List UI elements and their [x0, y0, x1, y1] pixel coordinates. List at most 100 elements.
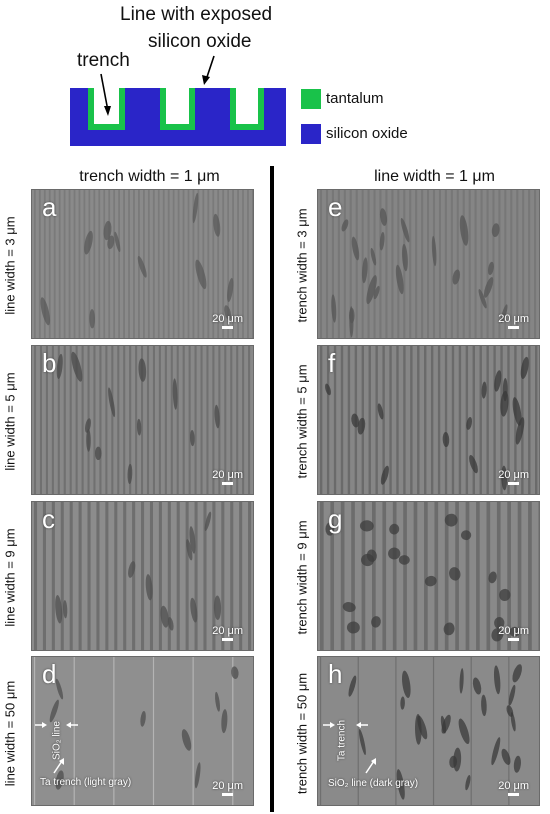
panel-b-stripe	[135, 346, 137, 494]
panel-letter-f: f	[328, 348, 335, 379]
panel-b-stripe	[165, 346, 167, 494]
right-column-header: line width = 1 μm	[323, 168, 546, 186]
panel-g-stripe	[403, 502, 407, 650]
panel-a-stripe	[98, 190, 100, 338]
panel-b-stripe	[177, 346, 179, 494]
panel-b-stripe	[147, 346, 149, 494]
panel-e-stripe	[427, 190, 429, 338]
panel-g-stripe	[466, 502, 470, 650]
panel-g-stripe	[320, 502, 324, 650]
left-column-header: trench width = 1 μm	[38, 168, 261, 186]
legend-label-silicon-oxide: silicon oxide	[326, 125, 408, 142]
panel-e-stripe	[534, 190, 536, 338]
panel-a-stripe	[173, 190, 175, 338]
panel-a-stripe	[163, 190, 165, 338]
panel-a-stripe	[34, 190, 36, 338]
row-label-right-1: trench width = 3 μm	[295, 196, 310, 336]
panel-b-stripe	[159, 346, 161, 494]
panel-c-stripe	[248, 502, 251, 650]
panel-f-stripe	[480, 346, 482, 494]
panel-e-stripe	[457, 190, 459, 338]
micrograph-panel-e: e 20 μm	[317, 189, 540, 339]
panel-e-stripe	[439, 190, 441, 338]
panel-e-stripe	[409, 190, 411, 338]
panel-c-stripe	[186, 502, 189, 650]
panel-f-stripe	[341, 346, 343, 494]
panel-b-stripe	[153, 346, 155, 494]
panel-a-stripe	[64, 190, 66, 338]
panel-c-stripe	[105, 502, 108, 650]
panel-f-stripe	[320, 346, 322, 494]
panel-e-stripe	[486, 190, 488, 338]
panel-g-stripe	[414, 502, 418, 650]
panel-a-stripe	[183, 190, 185, 338]
panel-a-stripe	[168, 190, 170, 338]
row-label-right-3: trench width = 9 μm	[295, 508, 310, 648]
scale-bar-c: 20 μm	[212, 625, 243, 641]
panel-a-stripe	[178, 190, 180, 338]
legend-swatch-silicon-oxide	[301, 124, 321, 144]
panel-b-stripe	[82, 346, 84, 494]
panel-e-stripe	[475, 190, 477, 338]
panel-f-stripe	[445, 346, 447, 494]
panel-a-stripe	[69, 190, 71, 338]
panel-letter-c: c	[42, 504, 55, 535]
panel-letter-a: a	[42, 192, 56, 223]
panel-b-stripe	[195, 346, 197, 494]
panel-e-stripe	[445, 190, 447, 338]
panel-a-stripe	[207, 190, 209, 338]
micrograph-panel-c: c 20 μm	[31, 501, 254, 651]
panel-f-stripe	[431, 346, 433, 494]
legend-label-tantalum: tantalum	[326, 90, 384, 107]
panel-f-stripe	[486, 346, 488, 494]
panel-c-stripe	[195, 502, 198, 650]
panel-a-stripe	[148, 190, 150, 338]
panel-f-stripe	[410, 346, 412, 494]
panel-c-stripe	[150, 502, 153, 650]
panel-e-stripe	[451, 190, 453, 338]
panel-e-stripe	[320, 190, 322, 338]
panel-f-stripe	[438, 346, 440, 494]
panel-letter-g: g	[328, 504, 342, 535]
panel-e-stripe	[415, 190, 417, 338]
panel-c-stripe	[114, 502, 117, 650]
panel-f-stripe	[389, 346, 391, 494]
row-label-right-2: trench width = 5 μm	[295, 352, 310, 492]
panel-a-stripe	[39, 190, 41, 338]
panel-f-stripe	[459, 346, 461, 494]
panel-b-stripe	[189, 346, 191, 494]
panel-b-stripe	[111, 346, 113, 494]
panel-g-stripe	[434, 502, 438, 650]
panel-a-stripe	[79, 190, 81, 338]
line-arrowhead	[202, 75, 210, 85]
panel-letter-b: b	[42, 348, 56, 379]
panel-f-stripe	[452, 346, 454, 494]
panel-letter-e: e	[328, 192, 342, 223]
panel-a-stripe	[103, 190, 105, 338]
annotation-d-ta-trench: Ta trench (light gray)	[40, 777, 131, 788]
panel-c-stripe	[96, 502, 99, 650]
panel-c-stripe	[79, 502, 82, 650]
panel-a-stripe	[118, 190, 120, 338]
micrograph-panel-f: f 20 μm	[317, 345, 540, 495]
panel-b-stripe	[70, 346, 72, 494]
panel-a-stripe	[202, 190, 204, 338]
panel-a-stripe	[247, 190, 249, 338]
panel-g-stripe	[424, 502, 428, 650]
panel-c-stripe	[87, 502, 90, 650]
row-label-left-2: line width = 5 μm	[3, 357, 18, 487]
micrograph-panel-g: g 20 μm	[317, 501, 540, 651]
row-label-left-4: line width = 50 μm	[3, 669, 18, 799]
panel-a-stripe	[158, 190, 160, 338]
panel-b-stripe	[105, 346, 107, 494]
tantalum-liner-3	[230, 88, 264, 130]
panel-a-stripe	[108, 190, 110, 338]
panel-f-stripe	[417, 346, 419, 494]
panel-c-stripe	[141, 502, 144, 650]
panel-a-stripe	[123, 190, 125, 338]
panel-c-stripe	[132, 502, 135, 650]
panel-a-stripe	[128, 190, 130, 338]
row-label-left-3: line width = 9 μm	[3, 513, 18, 643]
panel-b-cell	[95, 447, 102, 460]
micrograph-panel-d: d SiO₂ line Ta trench (light gray) 20 μm	[31, 656, 254, 806]
